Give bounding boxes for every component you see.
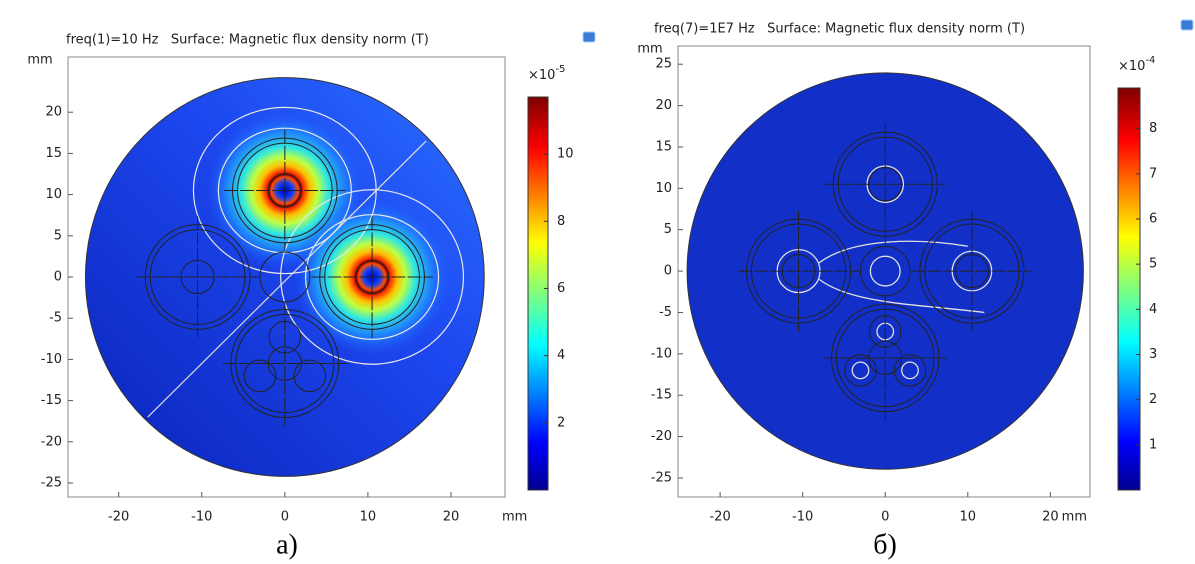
colorbar-tick-label: 6	[1149, 211, 1157, 226]
sub-conductor	[844, 354, 877, 387]
field-line	[869, 255, 901, 287]
cable-cross	[224, 129, 346, 252]
caption: б)	[873, 529, 897, 560]
surface-plot	[686, 72, 1084, 470]
y-tick-label: -20	[651, 429, 672, 444]
sub-conductor	[243, 359, 277, 393]
y-tick-label: 10	[45, 187, 62, 202]
cable-cross	[222, 301, 348, 426]
colorbar-tick-label: 10	[557, 147, 574, 162]
y-tick-label: -5	[659, 305, 672, 320]
x-tick-label: -20	[709, 510, 730, 525]
colorbar-scale: ×10-4	[1118, 55, 1155, 74]
colorbar-tick-label: 3	[1149, 347, 1157, 362]
icon	[1180, 19, 1194, 31]
y-tick-label: 25	[655, 57, 672, 72]
icon	[582, 31, 596, 43]
colorbar-tick-label: 1	[1149, 437, 1157, 452]
y-tick-label: -25	[41, 475, 62, 490]
colorbar	[527, 96, 549, 491]
colorbar-tick-label: 7	[1149, 166, 1157, 181]
field-line	[280, 189, 465, 365]
colorbar-scale: ×10-5	[528, 64, 565, 83]
surface-plot	[84, 77, 485, 477]
y-unit: mm	[637, 42, 662, 57]
cable-outline	[859, 245, 911, 297]
y-tick-label: -10	[651, 346, 672, 361]
colorbar-tick-label: 6	[557, 281, 565, 296]
y-tick-label: 20	[655, 98, 672, 113]
colorbar-tick-label: 8	[1149, 121, 1157, 136]
cable-cross	[311, 216, 433, 338]
x-unit: mm	[502, 510, 527, 525]
x-tick-label: 20	[443, 510, 460, 525]
x-unit: mm	[1062, 510, 1087, 525]
y-tick-label: 10	[655, 181, 672, 196]
x-tick-label: 0	[281, 510, 289, 525]
x-tick-label: -10	[792, 510, 813, 525]
x-tick-label: -10	[191, 510, 212, 525]
colorbar-tick-label: 4	[557, 348, 565, 363]
domain	[686, 72, 1084, 470]
colorbar-scale-exponent: -4	[1145, 55, 1155, 66]
y-tick-label: 15	[655, 139, 672, 154]
field-line	[818, 240, 985, 314]
sub-conductor	[869, 315, 902, 348]
y-tick-label: 20	[45, 105, 62, 120]
field-line	[147, 140, 427, 418]
colorbar-tick-label: 2	[557, 415, 565, 430]
y-tick-label: -25	[651, 470, 672, 485]
field-line	[851, 361, 870, 380]
cable-cross	[136, 216, 259, 338]
colorbar-tick-label: 4	[1149, 302, 1157, 317]
colorbar-scale-base: ×10	[528, 68, 555, 83]
cable-cross	[911, 210, 1033, 332]
colorbar-tick-label: 5	[1149, 257, 1157, 272]
x-tick-label: 20	[1042, 510, 1059, 525]
cable-cross	[738, 210, 859, 332]
caption: а)	[276, 529, 298, 560]
field-line	[305, 214, 440, 340]
x-tick-label: 10	[360, 510, 377, 525]
chart-title: freq(1)=10 Hz Surface: Magnetic flux den…	[66, 33, 429, 48]
cable-outline	[259, 251, 311, 303]
chart-title: freq(7)=1E7 Hz Surface: Magnetic flux de…	[654, 22, 1025, 37]
y-tick-label: -15	[651, 388, 672, 403]
y-tick-label: 15	[45, 146, 62, 161]
colorbar-tick-label: 2	[1149, 392, 1157, 407]
colorbar-scale-exponent: -5	[555, 64, 565, 75]
y-tick-label: -5	[49, 311, 62, 326]
sub-conductor	[893, 354, 927, 387]
y-tick-label: -20	[41, 434, 62, 449]
colorbar-scale-base: ×10	[1118, 59, 1145, 74]
y-tick-label: -10	[41, 352, 62, 367]
cable-cross	[824, 123, 946, 245]
y-tick-label: 0	[54, 270, 62, 285]
y-unit: mm	[27, 53, 52, 68]
sub-conductor	[293, 359, 327, 393]
cable-cross	[823, 296, 948, 420]
x-tick-label: -20	[108, 510, 129, 525]
field-line	[192, 106, 377, 275]
domain	[84, 77, 485, 477]
field-line	[901, 361, 919, 380]
y-tick-label: 5	[664, 222, 672, 237]
y-tick-label: -15	[41, 393, 62, 408]
sub-conductor	[268, 320, 302, 354]
colorbar	[1117, 87, 1141, 491]
x-tick-label: 10	[960, 510, 977, 525]
y-tick-label: 0	[664, 264, 672, 279]
x-tick-label: 0	[881, 510, 889, 525]
y-tick-label: 5	[54, 228, 62, 243]
colorbar-tick-label: 8	[557, 214, 565, 229]
